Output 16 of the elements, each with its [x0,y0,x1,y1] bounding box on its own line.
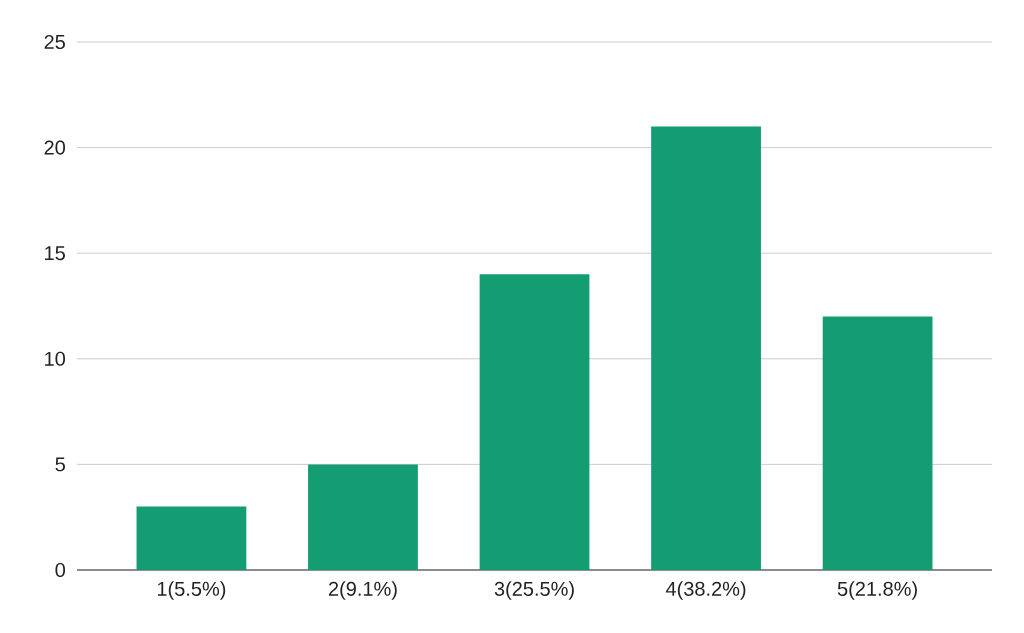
bar [651,126,761,570]
bar [822,316,933,570]
y-tick-label: 0 [55,562,66,578]
y-tick-label: 20 [44,140,66,155]
bar [479,274,590,570]
x-tick-label: 1(5.5%) [157,581,226,600]
y-tick-label: 5 [55,457,65,472]
x-tick-label: 4(38.2%) [665,581,746,600]
bar [136,506,247,570]
y-tick-label: 25 [44,34,65,50]
bar [308,464,418,570]
x-tick-label: 2(9.1%) [328,581,397,600]
x-tick-label: 5(21.8%) [837,581,917,600]
y-tick-label: 10 [45,351,66,366]
y-tick-label: 15 [45,246,65,261]
x-tick-label: 3(25.5%) [494,581,574,600]
